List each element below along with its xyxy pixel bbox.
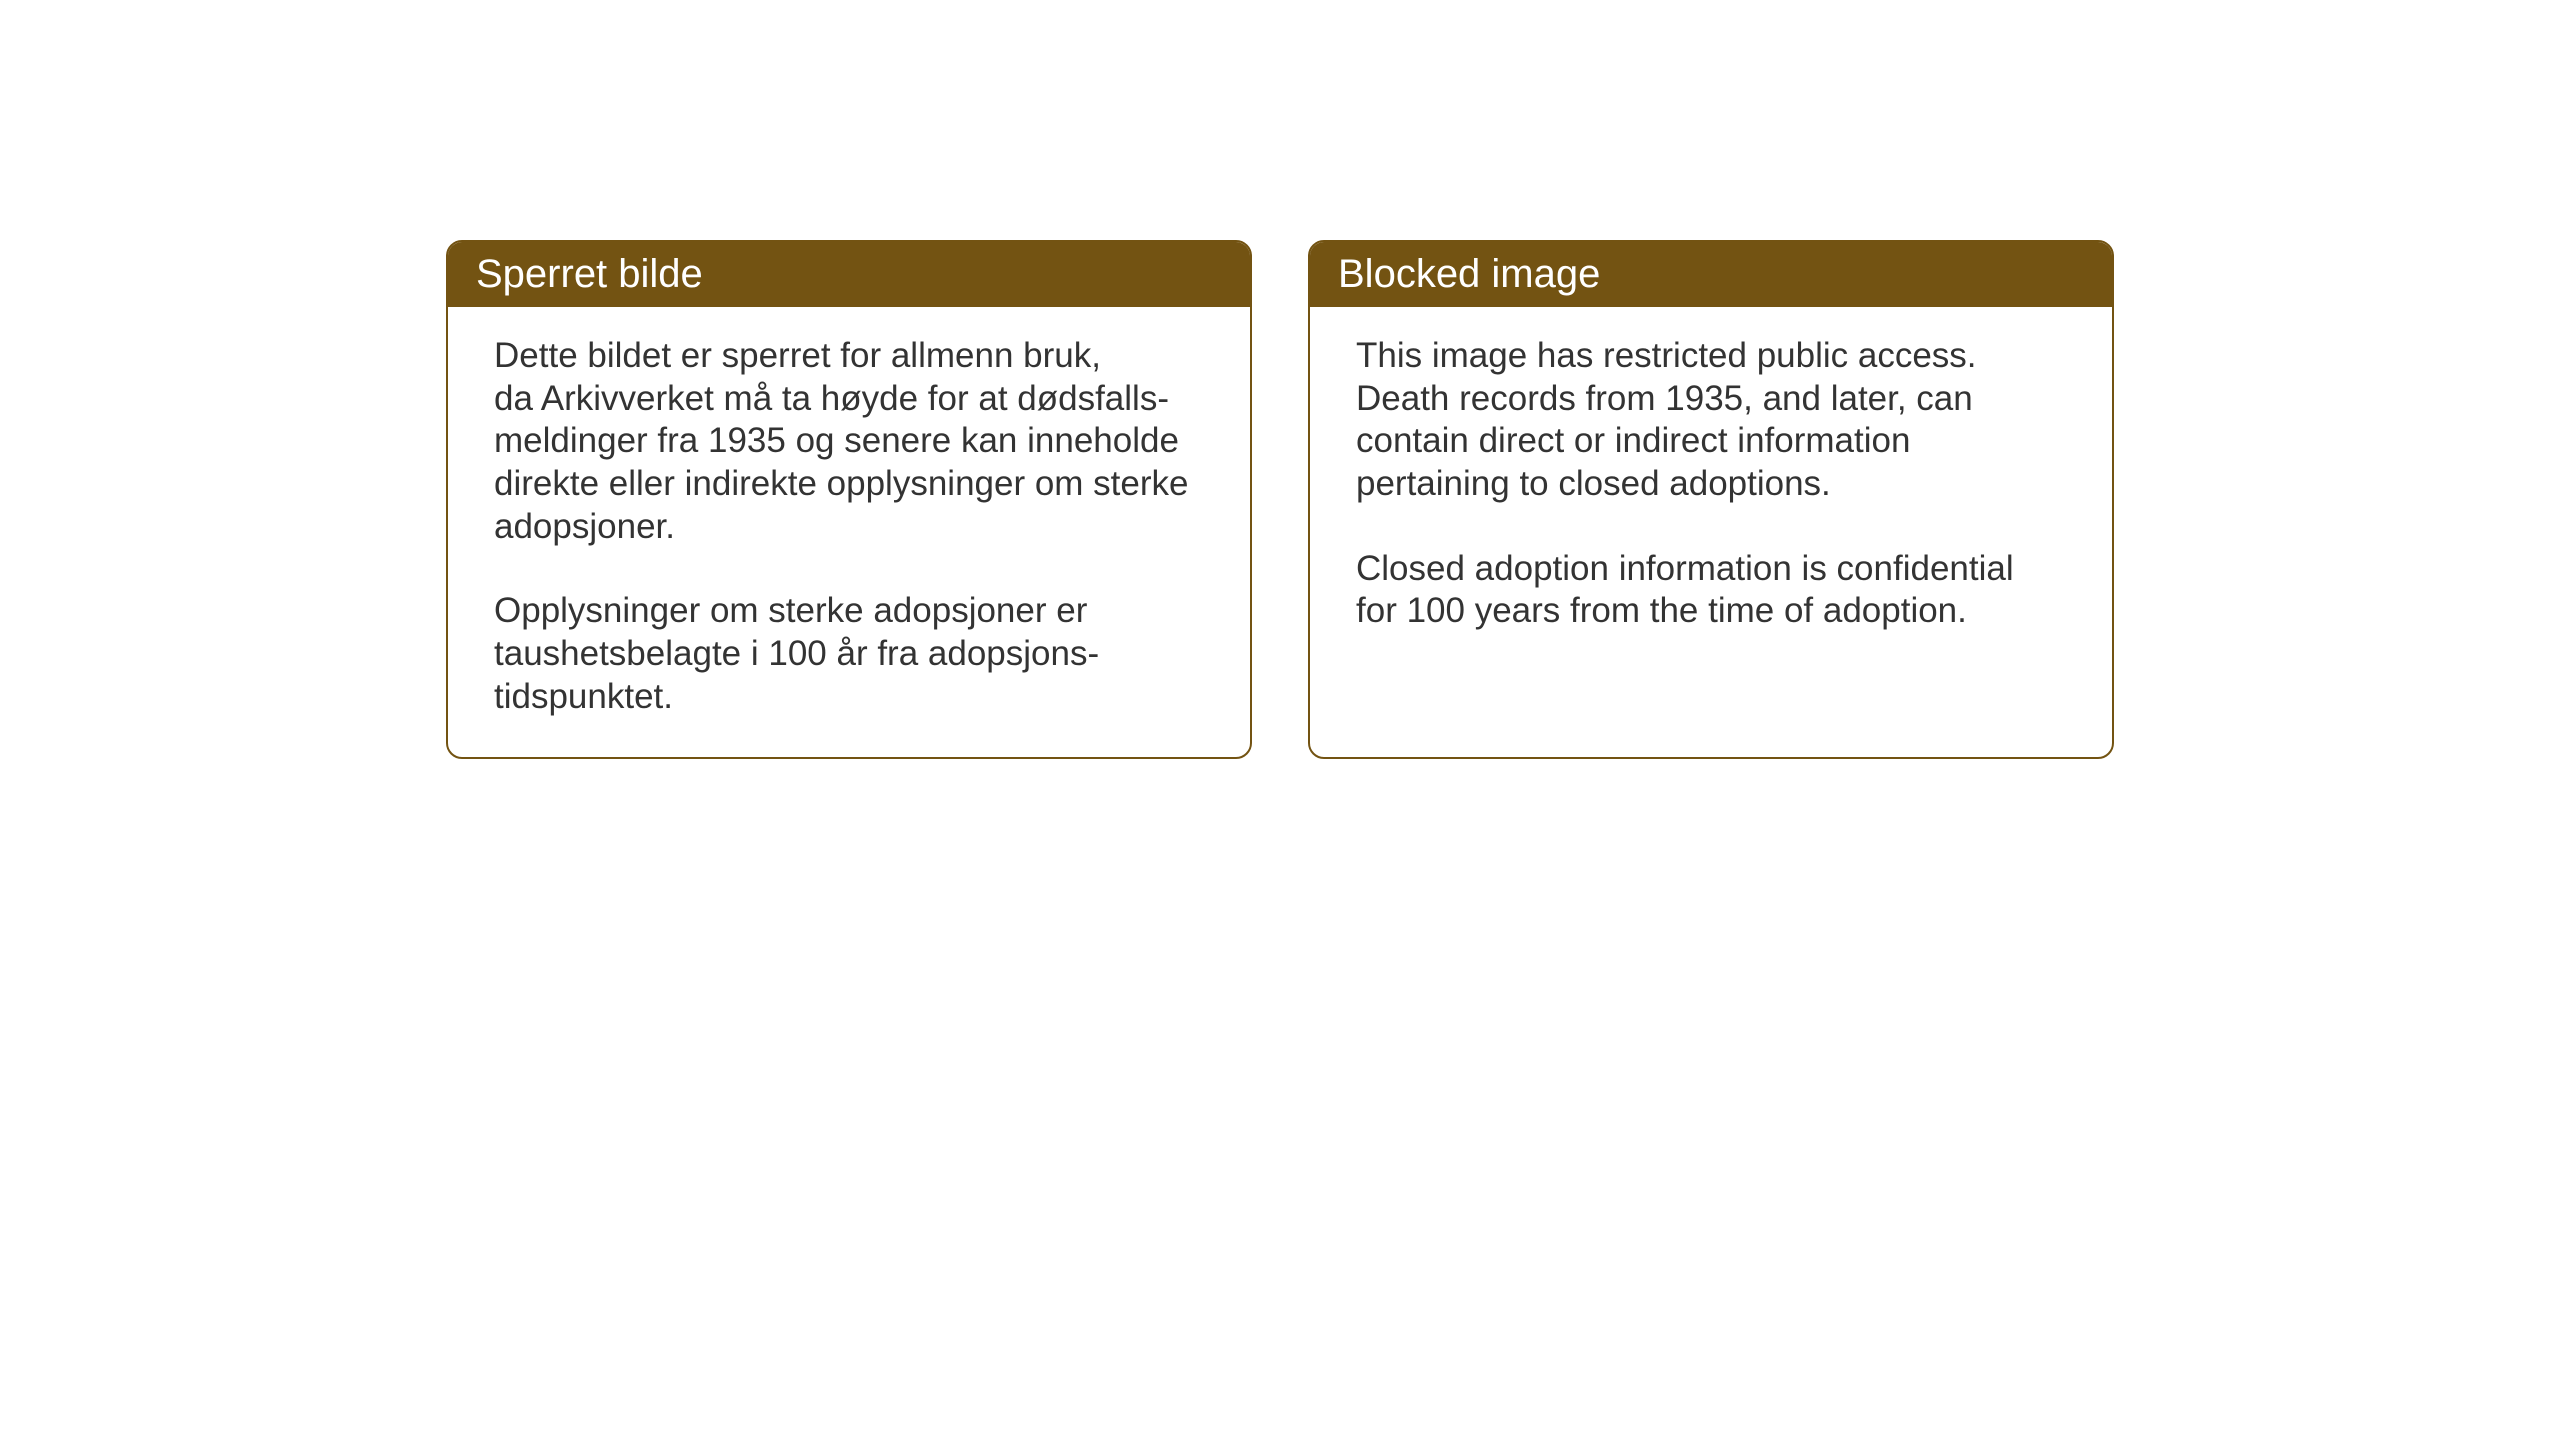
message-paragraph-1-norwegian: Dette bildet er sperret for allmenn bruk… bbox=[494, 335, 1204, 548]
message-header-norwegian: Sperret bilde bbox=[448, 242, 1250, 307]
message-body-norwegian: Dette bildet er sperret for allmenn bruk… bbox=[448, 307, 1250, 757]
message-title-english: Blocked image bbox=[1338, 252, 1600, 296]
message-box-english: Blocked image This image has restricted … bbox=[1308, 240, 2114, 759]
message-container: Sperret bilde Dette bildet er sperret fo… bbox=[446, 240, 2114, 759]
message-header-english: Blocked image bbox=[1310, 242, 2112, 307]
message-paragraph-2-english: Closed adoption information is confident… bbox=[1356, 548, 2066, 633]
message-body-english: This image has restricted public access.… bbox=[1310, 307, 2112, 671]
message-paragraph-1-english: This image has restricted public access.… bbox=[1356, 335, 2066, 506]
message-box-norwegian: Sperret bilde Dette bildet er sperret fo… bbox=[446, 240, 1252, 759]
message-title-norwegian: Sperret bilde bbox=[476, 252, 703, 296]
message-paragraph-2-norwegian: Opplysninger om sterke adopsjoner er tau… bbox=[494, 590, 1204, 718]
